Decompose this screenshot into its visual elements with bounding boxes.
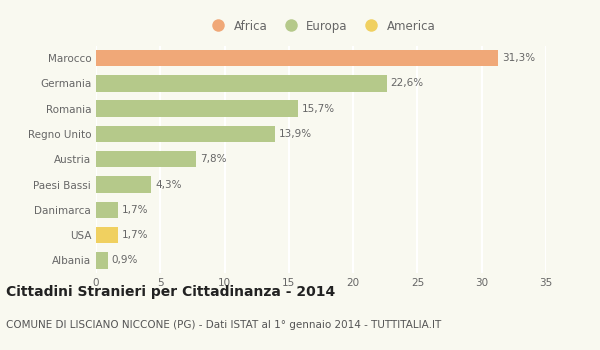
Bar — [96, 50, 499, 66]
Bar — [96, 151, 196, 167]
Text: Cittadini Stranieri per Cittadinanza - 2014: Cittadini Stranieri per Cittadinanza - 2… — [6, 285, 335, 299]
Bar — [96, 100, 298, 117]
Legend: Africa, Europa, America: Africa, Europa, America — [202, 15, 440, 37]
Text: 15,7%: 15,7% — [302, 104, 335, 114]
Text: 13,9%: 13,9% — [278, 129, 311, 139]
Bar — [96, 126, 275, 142]
Bar — [96, 75, 386, 92]
Bar — [96, 252, 107, 268]
Text: 7,8%: 7,8% — [200, 154, 227, 164]
Text: 0,9%: 0,9% — [112, 256, 138, 265]
Text: 1,7%: 1,7% — [122, 230, 148, 240]
Bar — [96, 202, 118, 218]
Bar — [96, 176, 151, 193]
Text: 4,3%: 4,3% — [155, 180, 182, 190]
Text: 1,7%: 1,7% — [122, 205, 148, 215]
Bar — [96, 227, 118, 243]
Text: 31,3%: 31,3% — [502, 53, 535, 63]
Text: 22,6%: 22,6% — [391, 78, 424, 89]
Text: COMUNE DI LISCIANO NICCONE (PG) - Dati ISTAT al 1° gennaio 2014 - TUTTITALIA.IT: COMUNE DI LISCIANO NICCONE (PG) - Dati I… — [6, 320, 441, 330]
